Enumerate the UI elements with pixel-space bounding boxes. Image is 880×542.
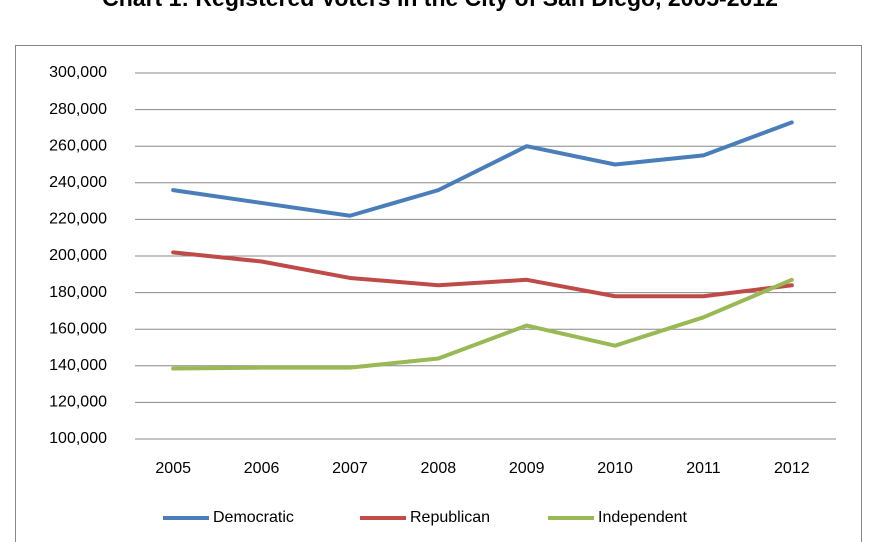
y-tick-label: 160,000 <box>49 320 107 337</box>
x-tick-label: 2006 <box>244 460 280 477</box>
x-tick-label: 2010 <box>597 460 633 477</box>
legend-label: Republican <box>410 509 490 526</box>
series-line <box>171 120 794 218</box>
y-tick-label: 140,000 <box>49 357 107 374</box>
y-tick-label: 200,000 <box>49 247 107 264</box>
y-tick-label: 220,000 <box>49 211 107 228</box>
y-tick-label: 300,000 <box>49 64 107 81</box>
y-tick-label: 280,000 <box>49 101 107 118</box>
y-tick-label: 120,000 <box>49 394 107 411</box>
x-tick-label: 2012 <box>774 460 810 477</box>
series-line <box>171 277 794 371</box>
y-tick-label: 260,000 <box>49 137 107 154</box>
x-tick-label: 2009 <box>509 460 545 477</box>
y-tick-label: 180,000 <box>49 284 107 301</box>
y-tick-label: 100,000 <box>49 430 107 447</box>
y-tick-label: 240,000 <box>49 174 107 191</box>
chart-border <box>15 45 862 542</box>
series-line <box>171 250 794 299</box>
chart-title: Chart 1: Registered Voters in the City o… <box>102 0 778 11</box>
legend-label: Independent <box>598 509 688 526</box>
legend-label: Democratic <box>213 509 294 526</box>
x-tick-label: 2005 <box>155 460 191 477</box>
x-tick-label: 2007 <box>332 460 368 477</box>
x-tick-label: 2011 <box>686 460 721 477</box>
x-tick-label: 2008 <box>421 460 457 477</box>
